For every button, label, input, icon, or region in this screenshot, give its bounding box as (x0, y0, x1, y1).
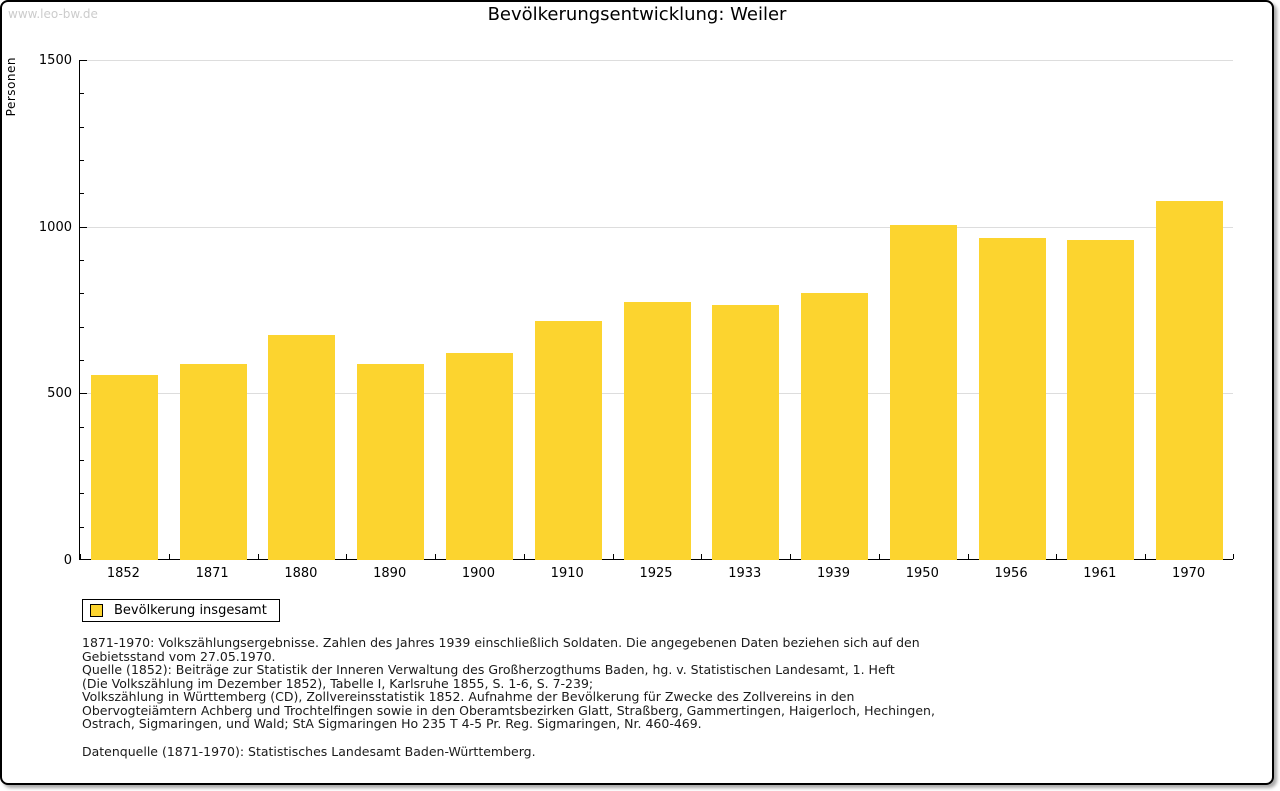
x-boundary-tick (435, 554, 436, 559)
footnotes: 1871-1970: Volkszählungsergebnisse. Zahl… (82, 636, 935, 758)
y-major-tick (80, 60, 87, 61)
x-tick-label: 1900 (461, 566, 495, 581)
y-minor-tick (80, 426, 84, 428)
y-minor-tick (80, 360, 84, 361)
x-tick-label: 1933 (728, 566, 762, 581)
x-boundary-tick (169, 554, 170, 559)
bar-1939 (801, 293, 868, 560)
x-tick-label: 1956 (994, 566, 1028, 581)
bar-1950 (890, 225, 957, 560)
bar-1871 (180, 364, 247, 560)
x-boundary-tick (790, 554, 791, 559)
legend-label: Bevölkerung insgesamt (114, 603, 267, 618)
x-tick-label: 1880 (284, 566, 318, 581)
bar-1925 (624, 302, 691, 560)
y-minor-tick (80, 260, 84, 261)
x-boundary-tick (80, 554, 81, 559)
y-tick-label: 500 (47, 386, 72, 402)
x-boundary-tick (701, 554, 702, 559)
bar-1852 (91, 375, 158, 560)
x-boundary-tick (524, 554, 525, 559)
y-major-tick (80, 226, 87, 228)
bar-1961 (1067, 240, 1134, 560)
bar-1880 (268, 335, 335, 560)
y-minor-tick (80, 493, 84, 495)
x-boundary-tick (879, 554, 880, 559)
y-minor-tick (80, 126, 84, 128)
x-tick-label: 1970 (1172, 566, 1206, 581)
x-tick-label: 1852 (106, 566, 140, 581)
y-major-tick (80, 393, 87, 395)
chart-title: Bevölkerungsentwicklung: Weiler (487, 4, 787, 25)
x-tick-label: 1961 (1083, 566, 1117, 581)
y-minor-tick (80, 326, 84, 328)
x-boundary-tick (613, 554, 614, 559)
bar-1890 (357, 364, 424, 560)
x-tick-label: 1950 (905, 566, 939, 581)
y-minor-tick (80, 160, 84, 161)
bar-1956 (979, 238, 1046, 560)
x-axis-labels: 1852 1871 1880 1890 1900 1910 1925 1933 1939 1950… (79, 564, 1233, 582)
footnote-line: (Die Volkszählung im Dezember 1852), Tab… (82, 675, 594, 691)
legend: Bevölkerung insgesamt (82, 599, 280, 622)
x-boundary-tick (258, 554, 259, 559)
y-minor-tick (80, 293, 84, 295)
watermark: www.leo-bw.de (8, 7, 98, 21)
y-tick-label: 1000 (38, 219, 72, 235)
y-tick-label: 0 (63, 553, 72, 568)
legend-swatch (90, 604, 103, 617)
x-tick-label: 1871 (195, 566, 229, 581)
footnote-line: Obervogteiämtern Achberg und Trochtelfin… (82, 702, 935, 718)
footnote-line: 1871-1970: Volkszählungsergebnisse. Zahl… (82, 635, 920, 650)
gridline (80, 226, 1233, 228)
x-boundary-tick (1233, 554, 1234, 559)
gridline (80, 60, 1233, 61)
bar-1970 (1156, 201, 1223, 560)
y-axis-labels: 0 500 1000 1500 (2, 53, 72, 568)
y-minor-tick (80, 526, 84, 528)
x-boundary-tick (968, 554, 969, 559)
bar-1900 (446, 353, 513, 560)
x-boundary-tick (1145, 554, 1146, 559)
x-boundary-tick (1056, 554, 1057, 559)
x-tick-label: 1890 (373, 566, 407, 581)
datasource-line: Datenquelle (1871-1970): Statistisches L… (82, 743, 536, 759)
y-minor-tick (80, 193, 84, 195)
footnote-lines: 1871-1970: Volkszählungsergebnisse. Zahl… (82, 636, 935, 731)
x-boundary-tick (346, 554, 347, 559)
y-minor-tick (80, 460, 84, 461)
x-tick-label: 1925 (639, 566, 673, 581)
y-tick-label: 1500 (38, 53, 72, 68)
footnote-line: Quelle (1852): Beiträge zur Statistik de… (82, 662, 895, 677)
x-tick-label: 1939 (816, 566, 851, 581)
plot-area (79, 60, 1234, 560)
bar-1933 (712, 305, 779, 560)
footnote-line: Volkszählung in Württemberg (CD), Zollve… (82, 689, 855, 704)
bar-1910 (535, 321, 602, 560)
footnote-line: Ostrach, Sigmaringen, und Wald; StA Sigm… (82, 716, 702, 731)
x-tick-label: 1910 (550, 566, 584, 581)
footnote-line: Gebietsstand vom 27.05.1970. (82, 648, 276, 664)
y-minor-tick (80, 93, 84, 95)
